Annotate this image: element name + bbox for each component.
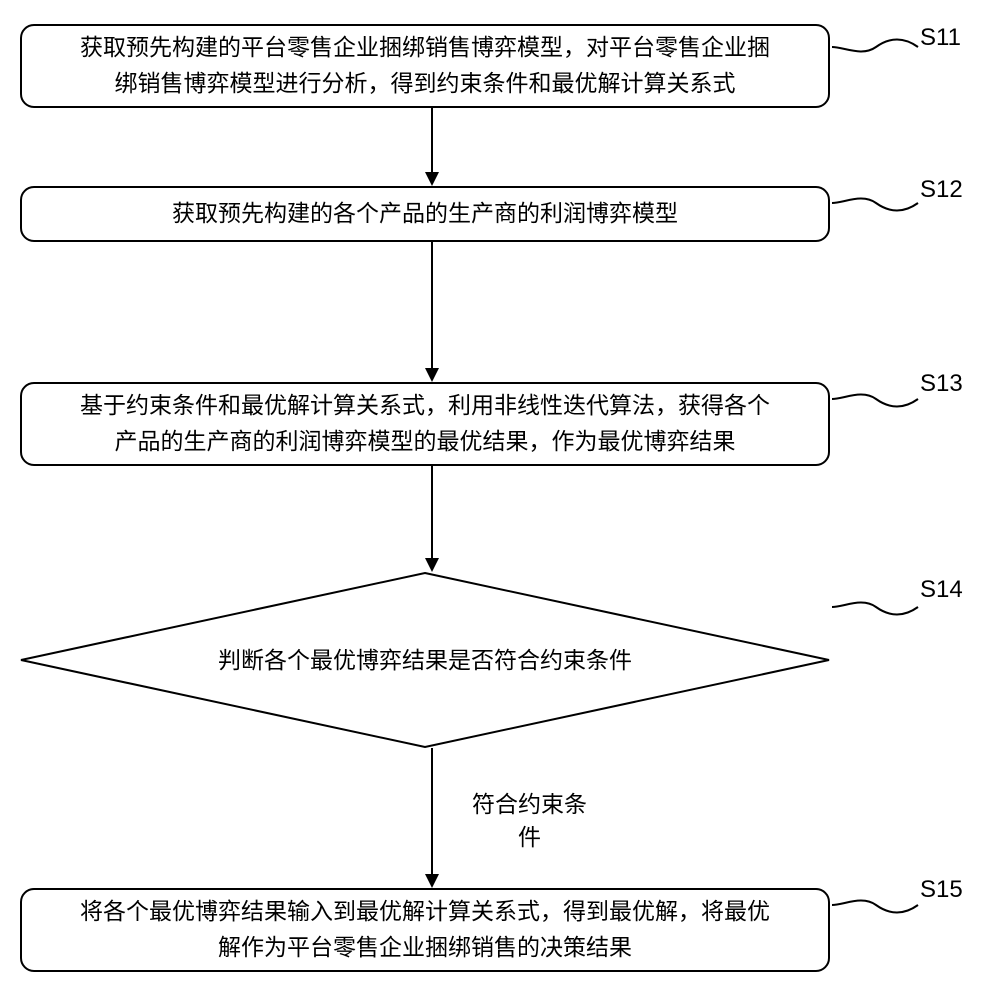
node-s15-text: 将各个最优博弈结果输入到最优解计算关系式，得到最优解，将最优 解作为平台零售企业…: [80, 894, 770, 965]
node-s13-text: 基于约束条件和最优解计算关系式，利用非线性迭代算法，获得各个 产品的生产商的利润…: [80, 388, 770, 459]
step-label-s12: S12: [920, 176, 963, 204]
callout-s15: [830, 894, 920, 929]
node-s12-text: 获取预先构建的各个产品的生产商的利润博弈模型: [172, 196, 678, 232]
node-s15: 将各个最优博弈结果输入到最优解计算关系式，得到最优解，将最优 解作为平台零售企业…: [20, 888, 830, 972]
step-label-s14: S14: [920, 576, 963, 604]
node-s11: 获取预先构建的平台零售企业捆绑销售博弈模型，对平台零售企业捆 绑销售博弈模型进行…: [20, 24, 830, 108]
step-label-s13: S13: [920, 370, 963, 398]
arrow-s14-s15: [425, 748, 439, 888]
callout-s13: [830, 388, 920, 423]
arrow-s12-s13: [425, 242, 439, 382]
node-s12: 获取预先构建的各个产品的生产商的利润博弈模型: [20, 186, 830, 242]
callout-s14: [830, 596, 920, 631]
flowchart: 获取预先构建的平台零售企业捆绑销售博弈模型，对平台零售企业捆 绑销售博弈模型进行…: [0, 0, 997, 1000]
edge-label-s14-s15: 符合约束条 件: [472, 788, 587, 855]
arrow-s11-s12: [425, 108, 439, 186]
node-s14: 判断各个最优博弈结果是否符合约束条件: [20, 572, 830, 748]
callout-s11: [830, 28, 920, 63]
callout-s12: [830, 192, 920, 227]
node-s11-text: 获取预先构建的平台零售企业捆绑销售博弈模型，对平台零售企业捆 绑销售博弈模型进行…: [80, 30, 770, 101]
step-label-s15: S15: [920, 876, 963, 904]
node-s14-text: 判断各个最优博弈结果是否符合约束条件: [218, 643, 632, 678]
arrow-s13-s14: [425, 466, 439, 572]
step-label-s11: S11: [920, 24, 961, 52]
node-s13: 基于约束条件和最优解计算关系式，利用非线性迭代算法，获得各个 产品的生产商的利润…: [20, 382, 830, 466]
